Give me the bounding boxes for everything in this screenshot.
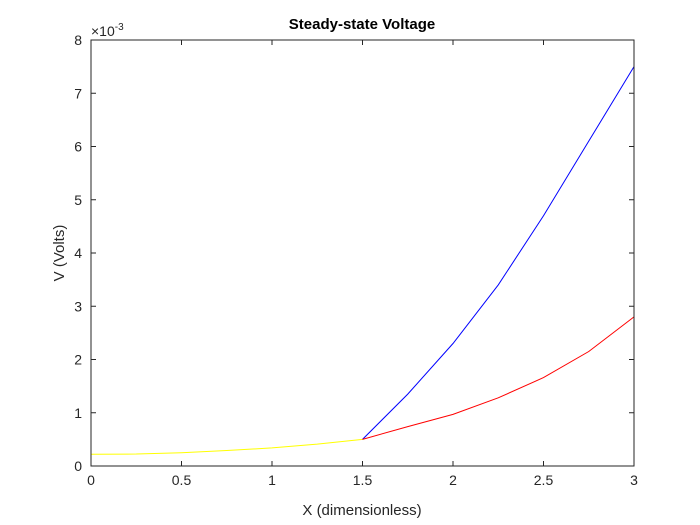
y-exponent-power: -3: [115, 22, 124, 33]
y-tick-label: 1: [74, 405, 82, 421]
x-tick-label: 0.5: [172, 472, 192, 488]
series-layer: [90, 66, 635, 455]
y-tick-label: 8: [74, 32, 82, 48]
x-tick-label: 3: [630, 472, 638, 488]
y-tick-label: 7: [74, 85, 82, 101]
y-tick-label: 4: [74, 245, 82, 261]
axes-box: [90, 39, 635, 467]
x-tick-label: 1: [268, 472, 276, 488]
series-line-3: [362, 316, 635, 440]
x-tick-label: 1.5: [353, 472, 373, 488]
series-line-2: [362, 66, 635, 440]
x-tick-label: 2.5: [534, 472, 554, 488]
y-tick-label: 5: [74, 192, 82, 208]
y-tick-label: 6: [74, 139, 82, 155]
chart-title: Steady-state Voltage: [289, 16, 435, 33]
y-axis-label: V (Volts): [51, 225, 68, 282]
y-exponent-label: ×10-3: [91, 22, 124, 39]
series-line-1: [90, 438, 363, 455]
x-tick-label: 0: [87, 472, 95, 488]
y-tick-label: 3: [74, 298, 82, 314]
plot-area-background: [91, 40, 634, 466]
y-exponent-base: ×10: [91, 23, 115, 39]
x-axis-label: X (dimensionless): [302, 502, 421, 519]
y-tick-label: 0: [74, 458, 82, 474]
x-tick-label: 2: [449, 472, 457, 488]
y-tick-label: 2: [74, 352, 82, 368]
